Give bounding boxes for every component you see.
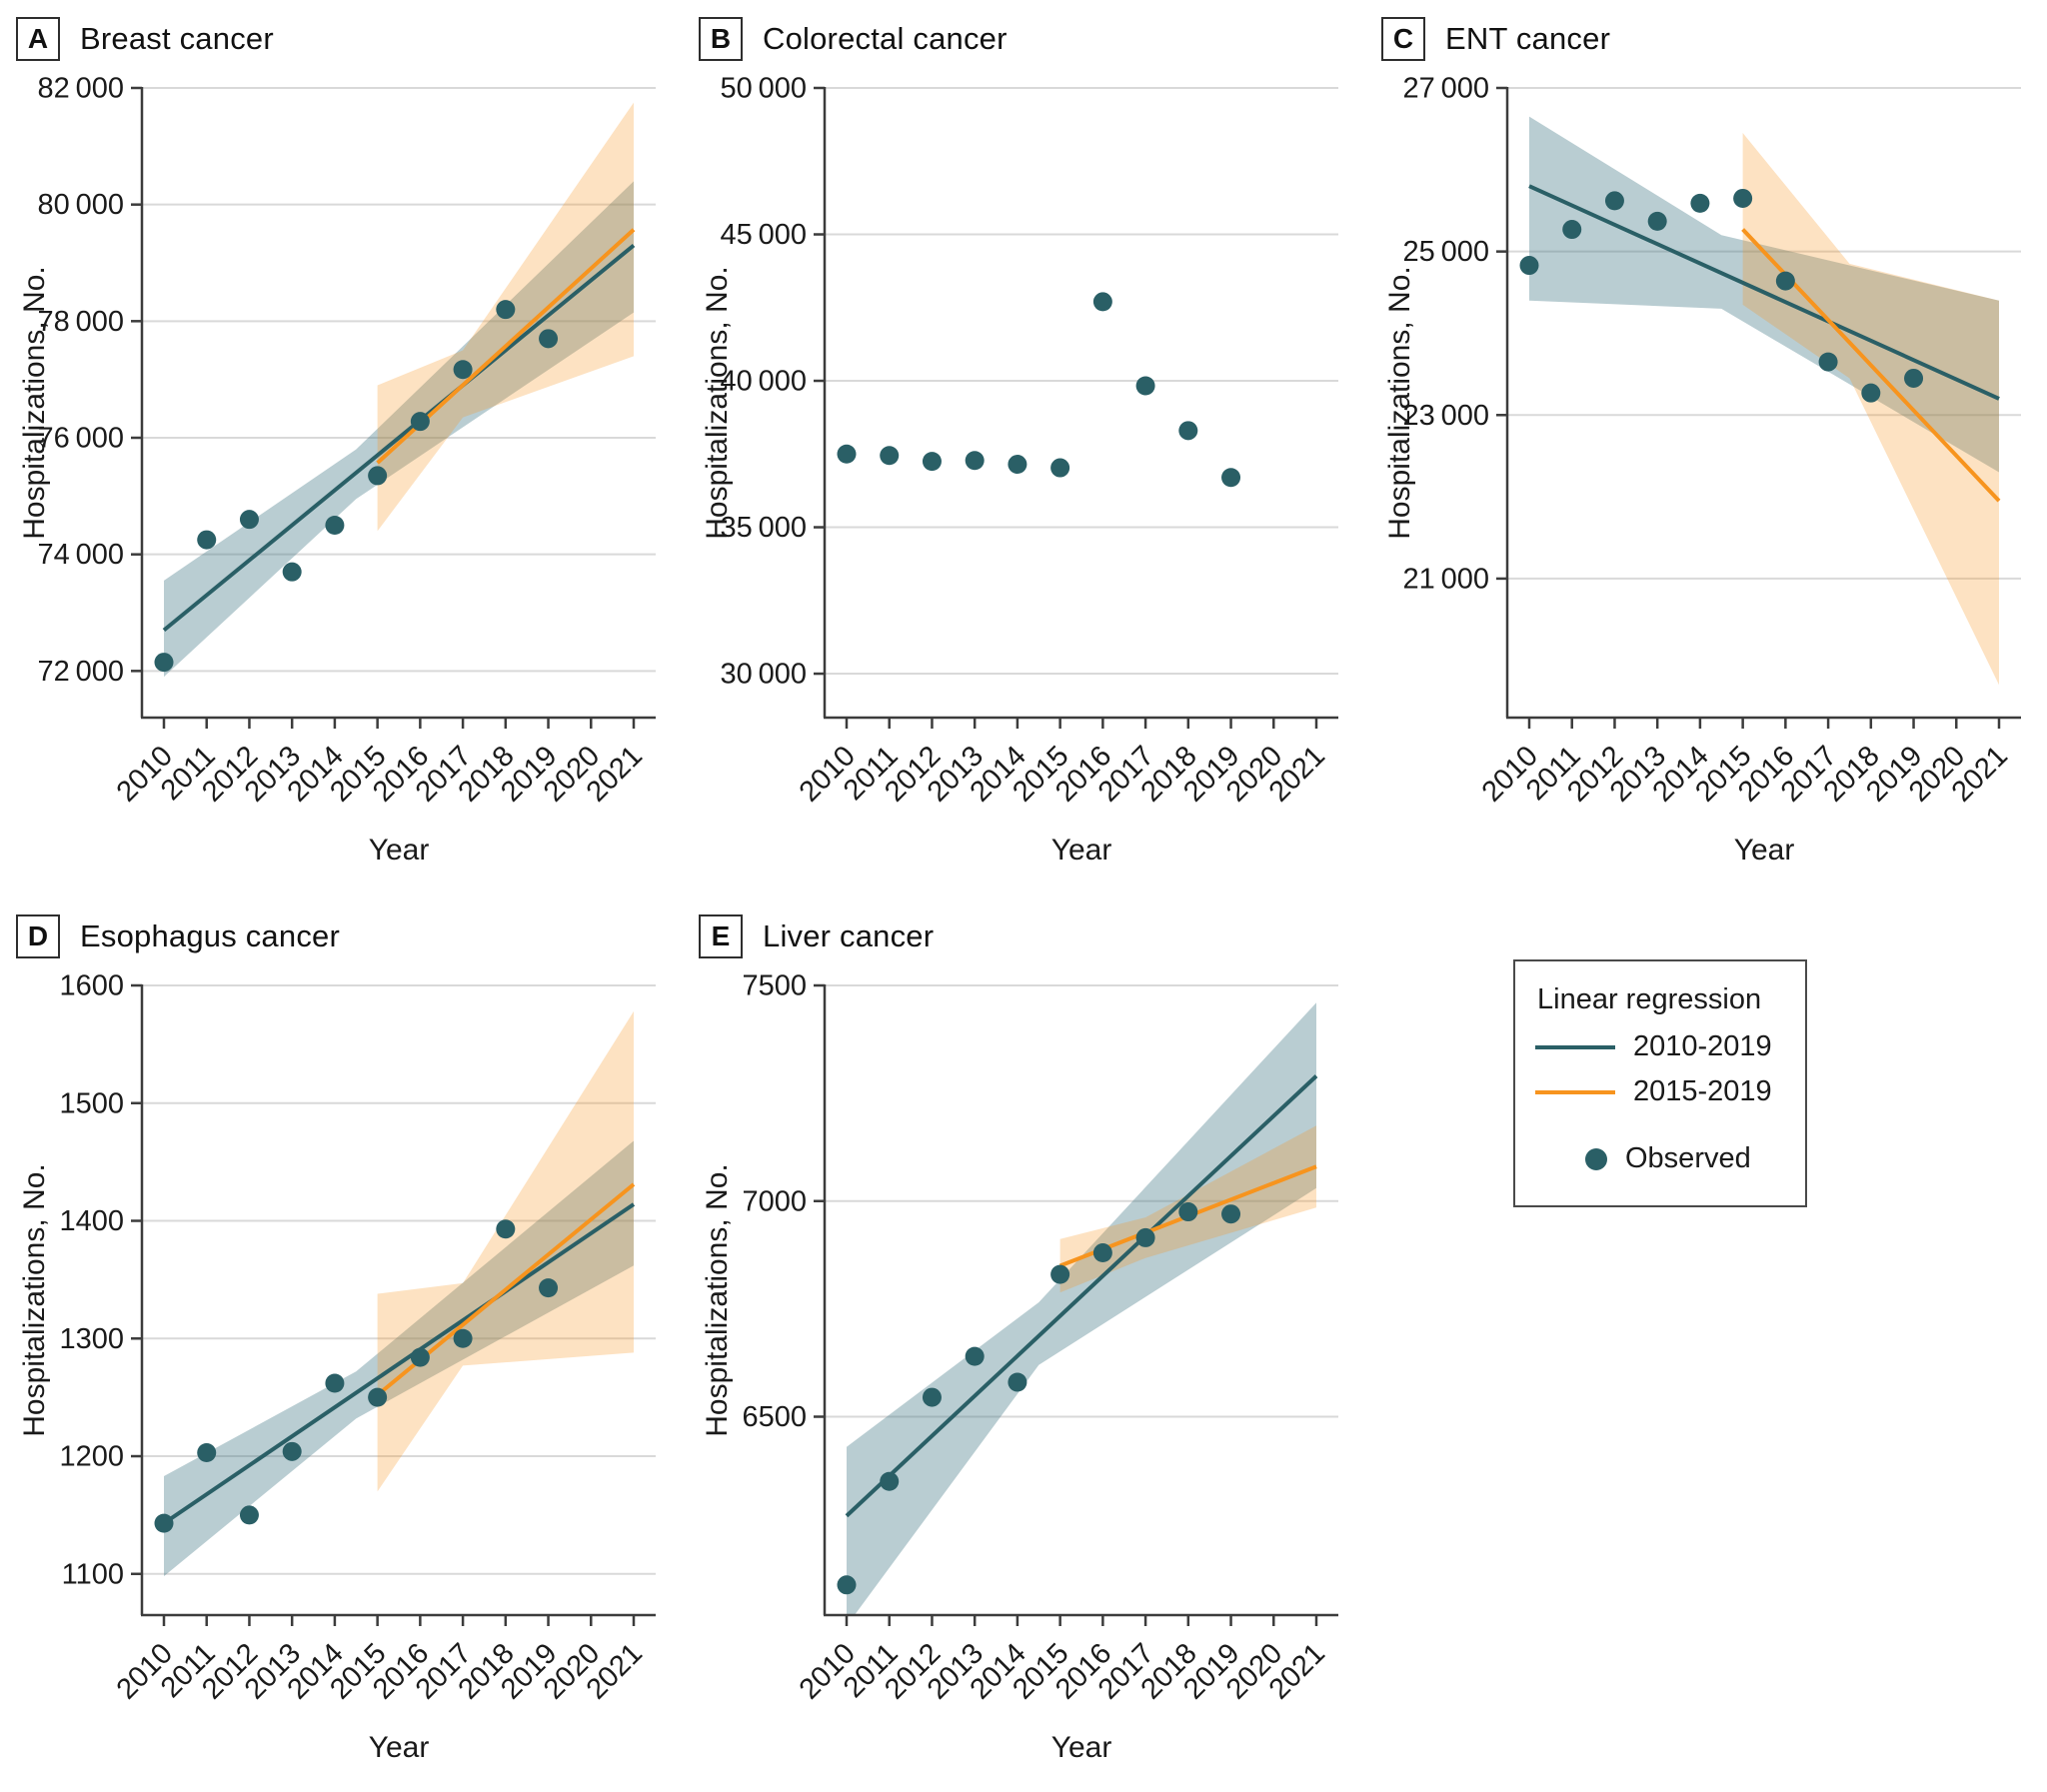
legend-item-label: Observed [1625, 1142, 1751, 1174]
legend-item-2010-2019: 2010-2019 [1535, 1030, 1775, 1063]
panel-letter-d: D [16, 914, 60, 958]
teal-line-swatch [1535, 1044, 1615, 1049]
svg-text:1200: 1200 [59, 1441, 124, 1473]
esophagus-cancer-plot: 1100120013001400150016002010201120122013… [18, 970, 656, 1764]
svg-text:Year: Year [1051, 1731, 1112, 1764]
svg-text:45 000: 45 000 [721, 219, 807, 251]
svg-text:82 000: 82 000 [38, 73, 124, 105]
panel-header: C ENT cancer [1381, 16, 2047, 62]
legend-title: Linear regression [1537, 983, 1762, 1015]
svg-text:Hospitalizations, No.: Hospitalizations, No. [18, 1163, 51, 1436]
legend-item-observed: Observed [1535, 1142, 1775, 1175]
panel-title-breast-cancer: Breast cancer [80, 21, 274, 56]
svg-text:21 000: 21 000 [1403, 563, 1489, 595]
svg-text:23 000: 23 000 [1403, 400, 1489, 432]
panel-letter-c: C [1381, 17, 1425, 61]
panel-title-liver-cancer: Liver cancer [763, 918, 935, 953]
legend: Linear regression 2010-2019 2015-2019 Ob… [1513, 959, 1807, 1207]
observed-dot-swatch [1585, 1147, 1607, 1170]
svg-text:76 000: 76 000 [38, 423, 124, 455]
panel-liver-cancer: E Liver cancer 6500 7000 7500 2010 2011 2012 2… [683, 897, 1365, 1792]
svg-text:35 000: 35 000 [721, 512, 807, 544]
liver-cancer-plot: 6500700075002010201120122013201420152016… [701, 970, 1338, 1764]
svg-text:Year: Year [369, 1731, 430, 1764]
svg-text:6500: 6500 [742, 1401, 807, 1433]
svg-text:1400: 1400 [59, 1205, 124, 1237]
svg-text:7500: 7500 [742, 970, 807, 1002]
svg-text:Hospitalizations, No.: Hospitalizations, No. [701, 1163, 734, 1436]
panel-letter-e: E [699, 914, 743, 958]
orange-line-swatch [1535, 1089, 1615, 1094]
panel-header: B Colorectal cancer [699, 16, 1365, 62]
svg-text:74 000: 74 000 [38, 539, 124, 571]
panel-title-ent-cancer: ENT cancer [1445, 21, 1611, 56]
panel-letter-b: B [699, 17, 743, 61]
legend-item-label: 2015-2019 [1633, 1075, 1772, 1107]
panel-title-colorectal-cancer: Colorectal cancer [763, 21, 1008, 56]
panel-header: A Breast cancer [16, 16, 683, 62]
svg-text:Hospitalizations, No.: Hospitalizations, No. [1383, 266, 1416, 539]
svg-text:7000: 7000 [742, 1185, 807, 1217]
legend-item-2015-2019: 2015-2019 [1535, 1075, 1775, 1108]
panel-letter-a: A [16, 17, 60, 61]
svg-text:Year: Year [1051, 834, 1112, 867]
svg-text:Hospitalizations, No.: Hospitalizations, No. [18, 266, 51, 539]
svg-text:Year: Year [1734, 834, 1795, 867]
svg-text:1100: 1100 [62, 1558, 124, 1590]
panel-colorectal-cancer: B Colorectal cancer 30 000 35 000 40 000 45… [683, 0, 1365, 897]
svg-text:1600: 1600 [59, 970, 124, 1002]
legend-item-label: 2010-2019 [1633, 1030, 1772, 1062]
svg-text:Year: Year [369, 834, 430, 867]
svg-text:78 000: 78 000 [38, 306, 124, 338]
panel-esophagus-cancer: D Esophagus cancer 1100 1200 1300 1400 1500 1… [0, 897, 683, 1792]
svg-text:Hospitalizations, No.: Hospitalizations, No. [701, 266, 734, 539]
panel-breast-cancer: A Breast cancer 72 000 74 000 76 000 78 000… [0, 0, 683, 897]
svg-text:30 000: 30 000 [721, 659, 807, 691]
svg-text:40 000: 40 000 [721, 366, 807, 398]
panel-title-esophagus-cancer: Esophagus cancer [80, 918, 340, 953]
svg-text:1500: 1500 [59, 1087, 124, 1119]
svg-text:80 000: 80 000 [38, 189, 124, 221]
panel-header: D Esophagus cancer [16, 913, 683, 959]
svg-text:25 000: 25 000 [1403, 236, 1489, 268]
panel-ent-cancer: C ENT cancer 21 000 23 000 25 000 27 000 201… [1365, 0, 2047, 897]
svg-text:1300: 1300 [59, 1323, 124, 1355]
svg-text:27 000: 27 000 [1403, 73, 1489, 105]
svg-text:50 000: 50 000 [721, 73, 807, 105]
svg-text:72 000: 72 000 [38, 656, 124, 688]
panel-header: E Liver cancer [699, 913, 1365, 959]
